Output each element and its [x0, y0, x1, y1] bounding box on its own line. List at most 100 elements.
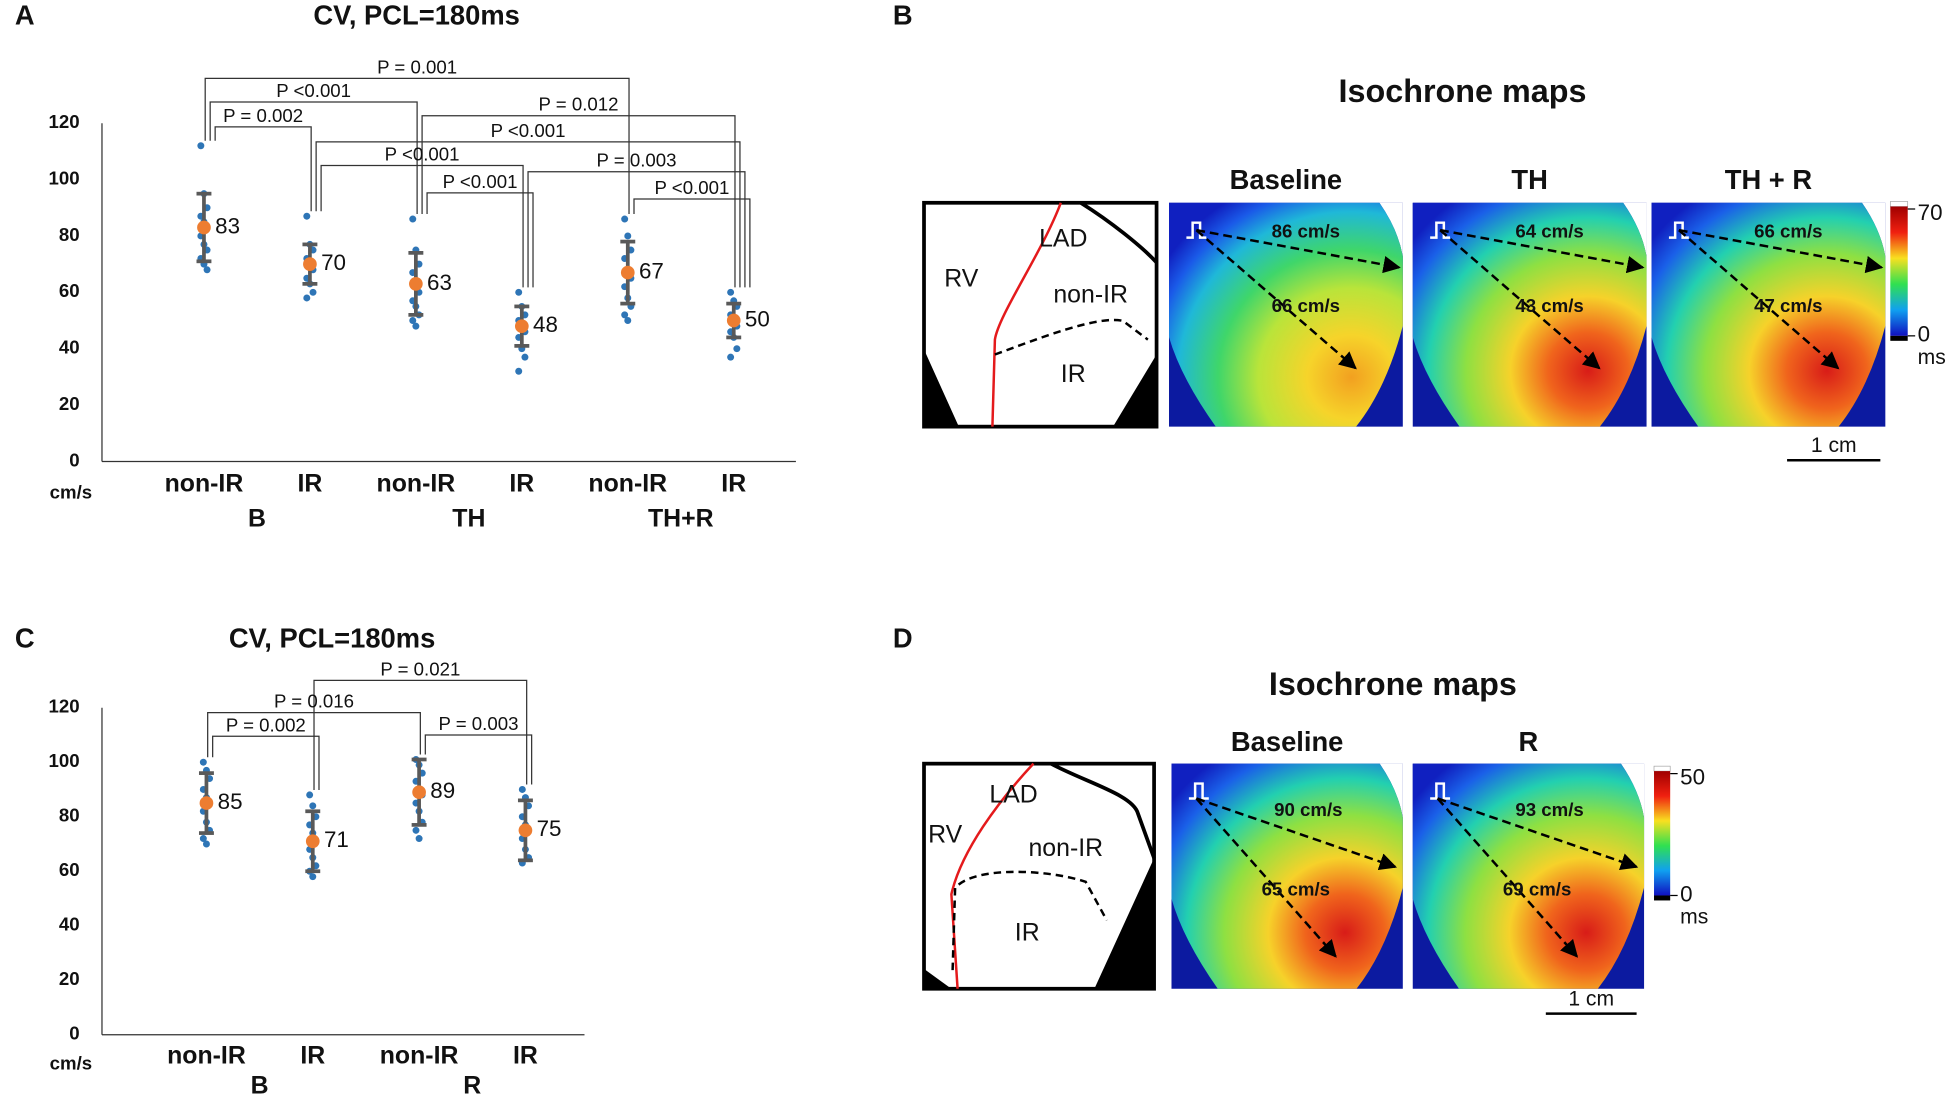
- significance-bracket: [209, 101, 418, 215]
- significance-label: P = 0.001: [377, 56, 457, 77]
- group-label: TH: [452, 504, 485, 532]
- y-tick-label: 60: [59, 280, 80, 301]
- significance-bracket: [527, 171, 746, 288]
- schematic-label: non-IR: [1053, 281, 1128, 309]
- category-label: IR: [300, 1042, 325, 1070]
- colorbar-bottom: [1890, 335, 1908, 341]
- stimulus-icon: [1430, 782, 1451, 800]
- group-label: R: [463, 1072, 481, 1100]
- mean-label: 70: [321, 250, 346, 275]
- significance-bracket: [424, 734, 533, 785]
- significance-label: P <0.001: [443, 171, 518, 192]
- significance-label: P <0.001: [276, 80, 351, 101]
- y-tick-label: 60: [59, 859, 80, 880]
- data-point: [624, 317, 632, 324]
- data-point: [412, 826, 420, 834]
- schematic-label: RV: [944, 264, 979, 292]
- y-tick-label: 80: [59, 805, 80, 826]
- mean-label: 83: [215, 213, 240, 238]
- mean-label: 89: [430, 778, 455, 803]
- mean-label: 48: [533, 312, 558, 337]
- mean-marker: [518, 823, 533, 838]
- y-tick-label: 0: [69, 1023, 79, 1044]
- conduction-arrow: [1195, 797, 1337, 958]
- significance-label: P = 0.021: [380, 658, 460, 679]
- lad-artery: [991, 202, 1062, 427]
- map-title: TH: [1511, 164, 1547, 195]
- schematic-label: RV: [928, 820, 963, 848]
- data-point: [621, 215, 629, 223]
- significance-label: P <0.001: [491, 120, 566, 141]
- y-tick-label: 120: [48, 696, 79, 717]
- significance-label: P = 0.012: [539, 94, 619, 115]
- data-point: [199, 758, 207, 766]
- data-point: [306, 791, 314, 799]
- mean-label: 75: [537, 816, 562, 841]
- stimulus-icon: [1188, 782, 1209, 800]
- category-label: non-IR: [380, 1042, 459, 1070]
- mean-marker: [197, 220, 211, 235]
- colorbar-bottom: [1654, 895, 1671, 901]
- data-point: [515, 367, 523, 375]
- data-point: [309, 873, 317, 881]
- conduction-arrow: [1678, 228, 1884, 274]
- mean-marker: [305, 834, 320, 849]
- significance-bracket: [204, 77, 630, 215]
- data-point: [309, 288, 317, 296]
- significance-bracket: [313, 679, 528, 790]
- significance-label: P = 0.003: [438, 713, 518, 734]
- white-corner: [1623, 202, 1647, 257]
- conduction-arrow: [1437, 797, 1639, 871]
- mean-marker: [303, 257, 317, 271]
- significance-bracket: [207, 712, 421, 758]
- significance-label: P = 0.002: [226, 714, 306, 735]
- significance-label: P = 0.002: [223, 105, 303, 126]
- panel-letter: A: [15, 0, 35, 31]
- activation-area: [1171, 763, 1403, 989]
- mean-label: 50: [745, 306, 770, 331]
- mean-marker: [514, 319, 529, 333]
- schematic-label: IR: [1015, 919, 1040, 947]
- data-point: [202, 840, 210, 848]
- white-corner: [1861, 202, 1886, 257]
- conduction-arrow: [1678, 229, 1840, 370]
- colorbar-unit: ms: [1918, 346, 1946, 369]
- panel-title: Isochrone maps: [1269, 666, 1517, 702]
- data-point: [409, 317, 417, 324]
- scale-label: 1 cm: [1568, 988, 1614, 1011]
- category-label: non-IR: [588, 470, 667, 498]
- isochrone-map: 64 cm/s 43 cm/s: [1412, 202, 1647, 427]
- data-point: [515, 288, 523, 296]
- y-tick-label: 20: [59, 393, 80, 414]
- mean-marker: [409, 277, 423, 291]
- stimulus-icon: [1186, 221, 1207, 239]
- mean-label: 71: [324, 827, 349, 852]
- y-tick-label: 120: [48, 111, 79, 132]
- lad-artery: [950, 762, 1035, 989]
- significance-bracket: [633, 198, 751, 288]
- colorbar-top: [1653, 765, 1671, 772]
- conduction-arrow: [1439, 228, 1645, 274]
- speed-label: 66 cm/s: [1272, 295, 1340, 316]
- panel-letter: B: [893, 0, 913, 31]
- mean-marker: [726, 313, 741, 328]
- data-point: [621, 311, 629, 319]
- colorbar-top: [1889, 201, 1909, 207]
- speed-label: 66 cm/s: [1754, 221, 1822, 242]
- schematic-label: non-IR: [1028, 834, 1103, 862]
- category-label: non-IR: [377, 470, 456, 498]
- y-tick-label: 80: [59, 224, 80, 245]
- conduction-arrow: [1195, 229, 1357, 370]
- speed-label: 90 cm/s: [1274, 799, 1342, 820]
- category-label: IR: [297, 470, 322, 498]
- significance-label: P = 0.016: [274, 691, 354, 712]
- group-label: TH+R: [648, 504, 714, 532]
- schematic-label: LAD: [989, 781, 1037, 809]
- colorbar-min: 0: [1680, 881, 1692, 906]
- schematic-edge: [924, 349, 959, 427]
- y-tick-label: 40: [59, 914, 80, 935]
- speed-label: 93 cm/s: [1515, 799, 1583, 820]
- mean-marker: [620, 265, 635, 280]
- map-title: Baseline: [1231, 726, 1343, 757]
- speed-label: 65 cm/s: [1262, 878, 1330, 899]
